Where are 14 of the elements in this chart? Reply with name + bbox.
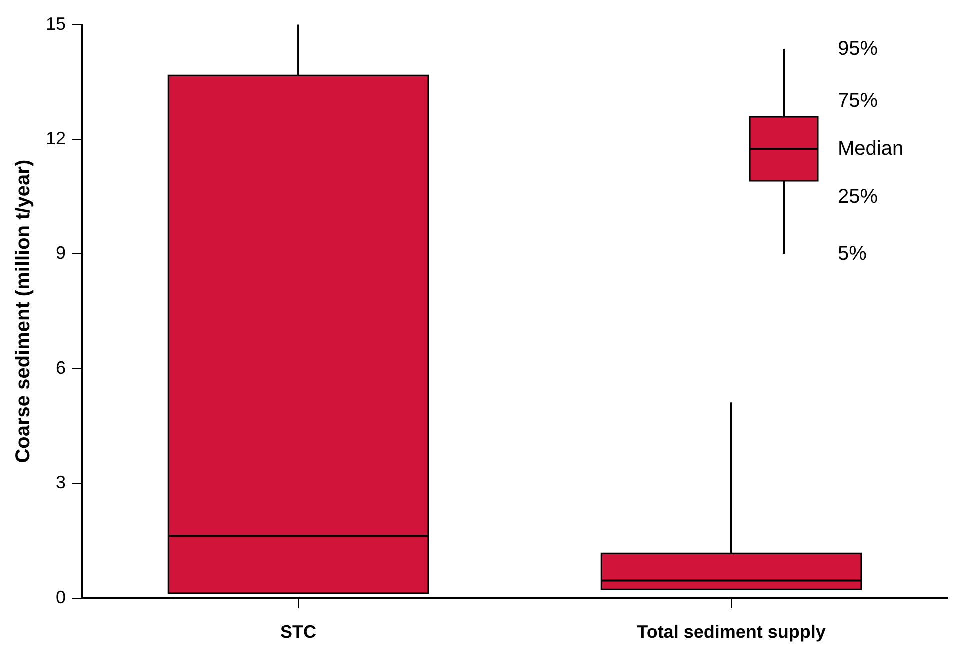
y-tick-label: 12 [46, 128, 66, 148]
y-tick-label: 0 [56, 587, 66, 608]
annotation: 95% [838, 37, 878, 61]
y-axis-title: Coarse sediment (million t/year) [12, 160, 35, 464]
annotation: 75% [838, 89, 878, 113]
annotation: 25% [838, 185, 878, 209]
y-tick-label: 15 [46, 14, 66, 34]
y-tick-label: 9 [56, 243, 66, 264]
x-tick-label: Total sediment supply [637, 622, 826, 642]
y-tick-label: 3 [56, 472, 66, 493]
x-tick-label: STC [280, 622, 317, 642]
annotation: 5% [838, 242, 867, 266]
annotation: Median [838, 137, 904, 161]
y-tick-label: 6 [56, 358, 66, 378]
